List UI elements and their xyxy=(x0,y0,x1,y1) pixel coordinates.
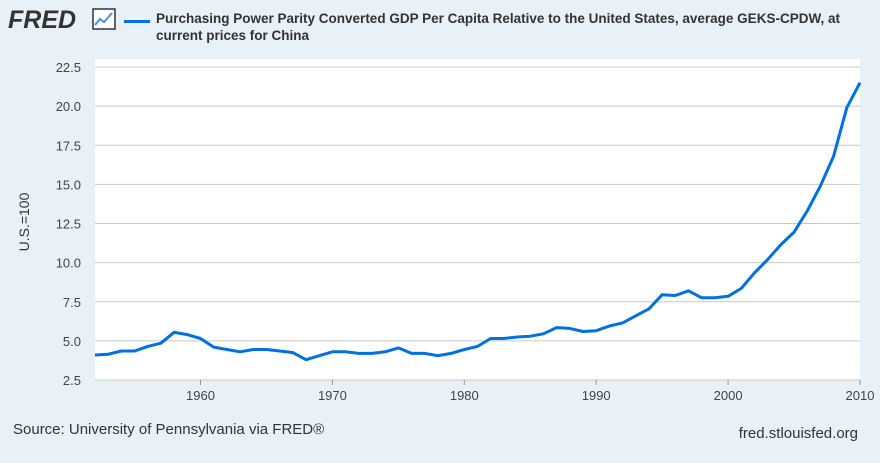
y-tick-label: 15.0 xyxy=(56,177,81,192)
x-tick-label: 1990 xyxy=(582,388,611,403)
x-tick-label: 1960 xyxy=(186,388,215,403)
y-tick-label: 2.5 xyxy=(63,373,81,388)
y-tick-label: 7.5 xyxy=(63,295,81,310)
plot-area xyxy=(95,59,860,380)
x-tick-label: 1970 xyxy=(318,388,347,403)
site-link[interactable]: fred.stlouisfed.org xyxy=(738,425,858,442)
x-tick-label: 1980 xyxy=(450,388,479,403)
fred-logo[interactable]: FRED xyxy=(8,6,77,34)
y-tick-label: 5.0 xyxy=(63,334,81,349)
legend-swatch xyxy=(124,20,150,23)
y-tick-label: 12.5 xyxy=(56,217,81,232)
legend-label: Purchasing Power Parity Converted GDP Pe… xyxy=(156,11,840,43)
line-chart-icon xyxy=(92,8,116,30)
source-text: Source: University of Pennsylvania via F… xyxy=(13,421,325,438)
x-tick-label: 2000 xyxy=(714,388,743,403)
y-tick-label: 20.0 xyxy=(56,99,81,114)
y-tick-label: 17.5 xyxy=(56,138,81,153)
y-tick-label: 22.5 xyxy=(56,60,81,75)
y-tick-label: 10.0 xyxy=(56,256,81,271)
x-tick-label: 2010 xyxy=(846,388,875,403)
